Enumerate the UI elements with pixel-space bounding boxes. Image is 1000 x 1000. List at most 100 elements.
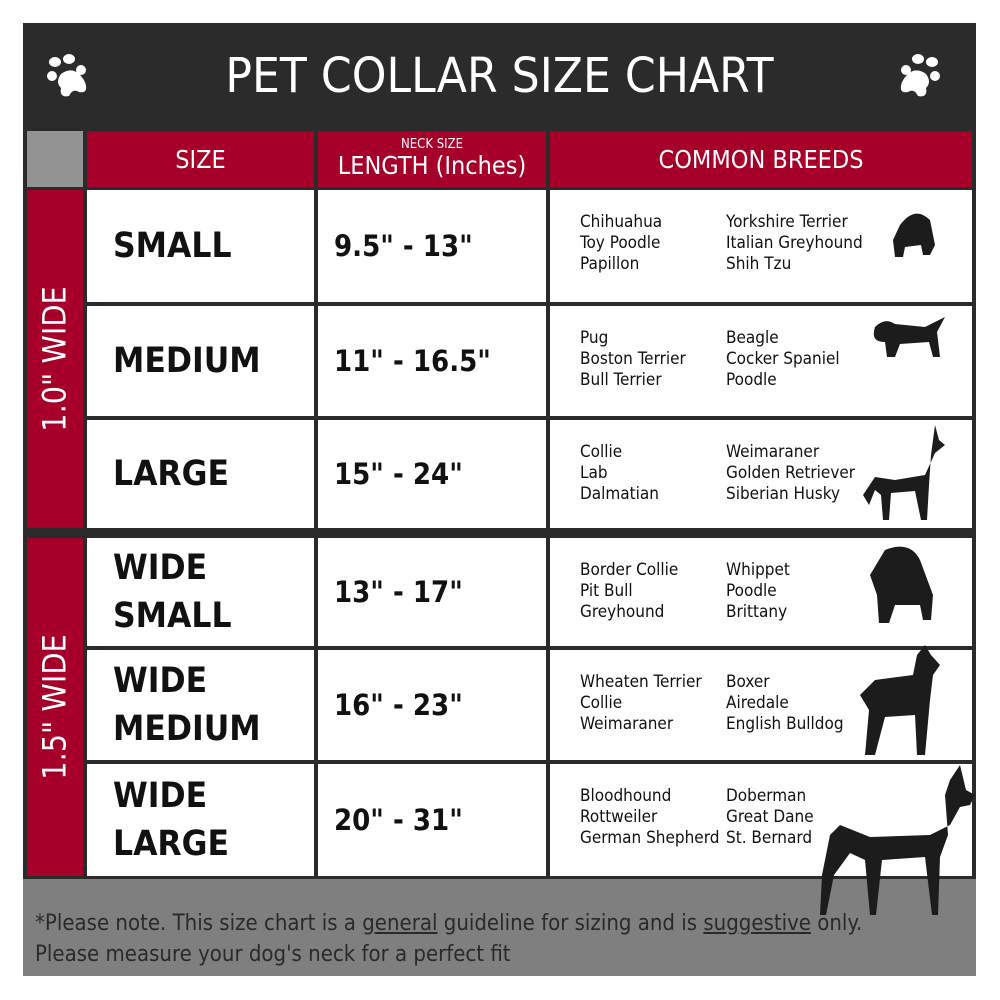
length-value: 9.5" - 13" xyxy=(334,229,473,263)
breed-name: Boston Terrier xyxy=(580,349,686,369)
dog-silhouette-icon xyxy=(870,546,933,623)
dog-silhouette-icon xyxy=(860,645,940,755)
header-breeds: COMMON BREEDS xyxy=(550,131,972,187)
table-row-size: WIDE LARGEWIDELARGE xyxy=(87,764,314,876)
breed-name: Italian Greyhound xyxy=(726,233,863,253)
table-row-size: SMALL xyxy=(87,190,314,302)
table-row-length: 15" - 24" xyxy=(318,420,546,528)
group-label-1in: 1.0" WIDE xyxy=(27,190,83,528)
breed-name: Rottweiler xyxy=(580,807,658,827)
size-label: LARGE xyxy=(113,454,230,494)
table-row-size: WIDE SMALLWIDESMALL xyxy=(87,538,314,646)
breed-name: Poodle xyxy=(726,581,777,601)
header-size-label: SIZE xyxy=(175,144,226,174)
header-size: SIZE xyxy=(87,131,314,187)
size-label-line: LARGE xyxy=(113,824,230,864)
breed-name: Yorkshire Terrier xyxy=(726,212,848,232)
breed-name: Airedale xyxy=(726,693,789,713)
breed-list: Wheaten Terrier Collie Weimaraner xyxy=(580,672,702,735)
paw-icon xyxy=(47,54,87,97)
note-text: guideline for sizing and is xyxy=(437,911,704,936)
breed-name: Greyhound xyxy=(580,602,665,622)
breed-name: Pit Bull xyxy=(580,581,633,601)
breed-name: Collie xyxy=(580,442,623,462)
footer-note: *Please note. This size chart is a gener… xyxy=(35,911,862,936)
breed-name: Weimaraner xyxy=(726,442,820,462)
table-row-breeds xyxy=(550,420,972,528)
dog-silhouette-icon xyxy=(820,765,975,915)
breed-name: Dalmatian xyxy=(580,484,659,504)
table-row-length: 20" - 31" xyxy=(318,764,546,876)
breed-name: Wheaten Terrier xyxy=(580,672,702,692)
breed-name: Weimaraner xyxy=(580,714,674,734)
table-row-length: 9.5" - 13" xyxy=(318,190,546,302)
table-row-size: MEDIUM xyxy=(87,306,314,416)
breed-name: Toy Poodle xyxy=(580,233,661,253)
size-label-line: WIDE xyxy=(113,548,208,588)
paw-icon xyxy=(900,54,940,97)
breed-list: Bloodhound Rottweiler German Shepherd xyxy=(580,786,719,849)
length-value: 13" - 17" xyxy=(334,575,463,609)
breed-name: Great Dane xyxy=(726,807,814,827)
breed-name: Cocker Spaniel xyxy=(726,349,840,369)
breed-name: St. Bernard xyxy=(726,828,813,848)
breed-list: Border Collie Pit Bull Greyhound xyxy=(580,560,678,623)
breed-list: Chihuahua Toy Poodle Papillon xyxy=(580,212,662,275)
size-label-line: WIDE xyxy=(113,661,208,701)
table-row-size: WIDE MEDIUMWIDEMEDIUM xyxy=(87,650,314,760)
breed-name: Brittany xyxy=(726,602,788,622)
breed-list: Pug Boston Terrier Bull Terrier xyxy=(580,328,686,391)
breed-name: Papillon xyxy=(580,254,640,274)
table-row-size: LARGE xyxy=(87,420,314,528)
length-value: 15" - 24" xyxy=(334,457,463,491)
note-text: only. xyxy=(810,911,863,936)
header-length: NECK SIZE LENGTH (Inches) xyxy=(318,131,546,187)
breed-list: Weimaraner Golden Retriever Siberian Husky xyxy=(726,442,855,505)
size-label: MEDIUM xyxy=(113,341,261,381)
table-row-length: 13" - 17" xyxy=(318,538,546,646)
group-label-text: 1.5" WIDE xyxy=(36,634,75,780)
breed-name: Poodle xyxy=(726,370,777,390)
dog-silhouette-icon xyxy=(873,317,945,357)
size-label-line: MEDIUM xyxy=(113,709,261,749)
corner-cell xyxy=(27,131,83,187)
breed-name: Beagle xyxy=(726,328,779,348)
breed-name: Lab xyxy=(580,463,608,483)
breed-name: Whippet xyxy=(726,560,790,580)
breed-list: Boxer Airedale English Bulldog xyxy=(726,672,844,735)
page-title: PET COLLAR SIZE CHART xyxy=(225,47,774,104)
size-label-line: WIDE xyxy=(113,776,208,816)
note-suggestive: suggestive xyxy=(703,911,811,936)
footer xyxy=(23,879,976,976)
breed-name: Chihuahua xyxy=(580,212,663,232)
breed-name: Border Collie xyxy=(580,560,679,580)
group-label-text: 1.0" WIDE xyxy=(36,286,75,432)
dog-silhouette-icon xyxy=(863,425,945,520)
table-row-length: 16" - 23" xyxy=(318,650,546,760)
breed-name: German Shepherd xyxy=(580,828,720,848)
note-text: *Please note. This size chart is a xyxy=(35,911,363,936)
footer-note-line2: Please measure your dog's neck for a per… xyxy=(35,942,511,967)
length-value: 11" - 16.5" xyxy=(334,344,491,378)
breed-name: Boxer xyxy=(726,672,770,692)
breed-name: Pug xyxy=(580,328,609,348)
size-label-line: SMALL xyxy=(113,596,232,636)
breed-list: Collie Lab Dalmatian xyxy=(580,442,659,505)
breed-list: Whippet Poodle Brittany xyxy=(726,560,790,623)
header-breeds-label: COMMON BREEDS xyxy=(658,144,864,174)
breed-list: Doberman Great Dane St. Bernard xyxy=(726,786,814,849)
dog-silhouette-icon xyxy=(893,213,935,257)
length-value: 16" - 23" xyxy=(334,688,463,722)
header-length-label: LENGTH (Inches) xyxy=(337,150,527,180)
length-value: 20" - 31" xyxy=(334,803,463,837)
breed-name: Bloodhound xyxy=(580,786,672,806)
breed-name: Doberman xyxy=(726,786,807,806)
size-label: SMALL xyxy=(113,226,232,266)
breed-name: Bull Terrier xyxy=(580,370,662,390)
group-label-1-5in: 1.5" WIDE xyxy=(27,538,83,876)
breed-name: Collie xyxy=(580,693,623,713)
breed-list: Yorkshire Terrier Italian Greyhound Shih T… xyxy=(726,212,863,275)
table-row-breeds xyxy=(550,306,972,416)
note-general: general xyxy=(362,911,438,936)
breed-name: Golden Retriever xyxy=(726,463,856,483)
